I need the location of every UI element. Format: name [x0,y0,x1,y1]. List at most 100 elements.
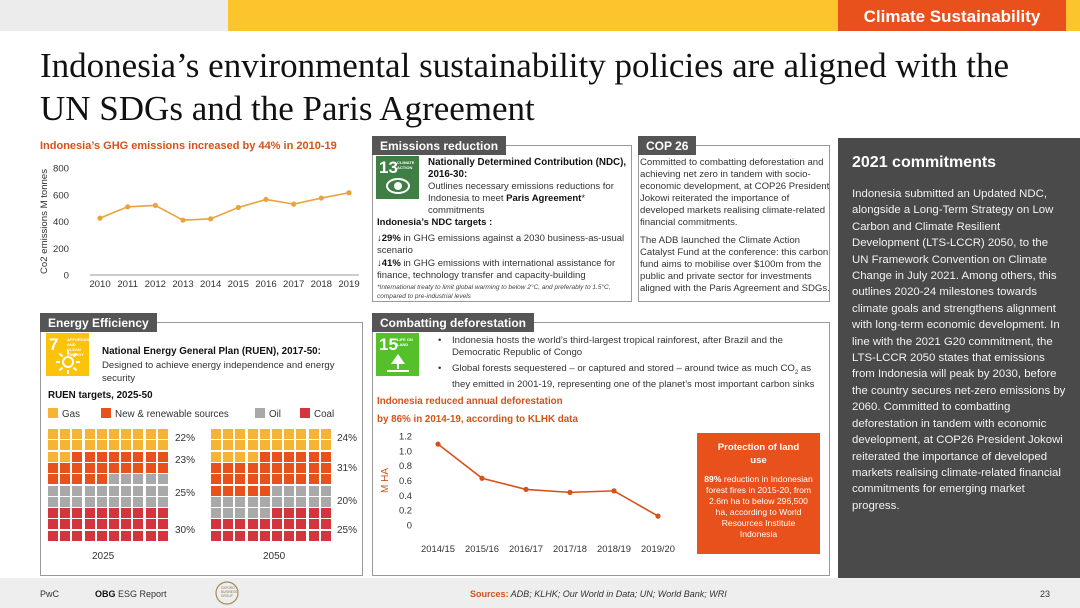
waffle-square [109,508,119,519]
sidebar-body: Indonesia submitted an Updated NDC, alon… [852,188,1066,512]
waffle-square [121,530,132,541]
energy-tag: Energy Efficiency [40,313,157,332]
waffle-square [296,474,307,485]
waffle-square [223,462,234,473]
waffle-square [259,474,270,485]
waffle-square [259,462,270,473]
x-tick-label: 2018 [311,279,332,290]
waffle-square [157,519,168,530]
y-tick-label: 200 [53,244,69,255]
y-tick-label: 0 [64,271,69,282]
footer-pwc: PwC [40,589,60,599]
waffle-square [259,496,270,507]
legend-label: Oil [269,409,281,420]
waffle-square [145,519,156,530]
waffle-square [72,462,83,473]
waffle-square [296,462,307,473]
sidebar-heading: 2021 commitments [852,154,997,171]
sdg-7-background [46,333,89,376]
legend-label: Gas [62,409,80,420]
waffle-square [121,496,132,507]
obg-logo-text: OXFORD BUSINESS GROUP [221,586,238,598]
data-point [263,196,269,203]
waffle-square [109,474,119,485]
waffle-square [145,474,156,485]
legend-swatch [255,408,265,418]
waffle-square [121,485,132,496]
waffle-square [211,519,221,530]
waffle-square [259,519,270,530]
waffle-square [296,508,307,519]
waffle-square [48,429,58,439]
ruen-block: National Energy General Plan (RUEN), 201… [102,345,352,385]
legend-item: Gas [48,408,80,420]
waffle-square [320,519,331,530]
ruen-title: National Energy General Plan (RUEN), 201… [102,346,321,357]
data-point [208,216,214,222]
ndc-desc-after: * commitments [428,193,586,216]
waffle-square [109,462,119,473]
legend-swatch [48,408,58,418]
waffle-square [121,451,132,462]
waffle-square [235,440,246,451]
tree-birds-icon [387,354,409,372]
ghg-chart-heading: Indonesia’s GHG emissions increased by 4… [40,140,337,152]
y-tick-label: 0.6 [399,475,412,486]
waffle-square [284,474,295,485]
waffle-square [272,440,282,451]
x-tick-label: 2016/17 [509,543,543,554]
waffle-square [72,496,83,507]
waffle-square [157,496,168,507]
sun-power-icon [56,350,80,374]
data-point [318,195,324,201]
data-point [235,204,241,211]
waffle-square [308,519,319,530]
waffle-square [72,440,83,451]
waffle-square [211,496,221,507]
waffle-square [308,530,319,541]
legend-swatch [101,408,111,418]
waffle-square [296,519,307,530]
x-tick-label: 2015/16 [465,543,499,554]
waffle-square [235,462,246,473]
waffle-square [157,451,168,462]
waffle-square [157,429,168,439]
waffle-square [259,508,270,519]
waffle-square [284,519,295,530]
deforestation-heading-line-2: by 86% in 2014-19, according to KLHK dat… [377,414,578,425]
waffle-square [223,508,234,519]
footer-report-label: ESG Report [115,589,167,599]
deforestation-chart-heading: Indonesia reduced annual deforestation b… [377,395,578,427]
waffle-square [96,508,107,519]
ndc-title: Nationally Determined Contribution (NDC)… [428,157,627,180]
ndc-targets-title: Indonesia’s NDC targets : [377,217,493,228]
waffle-square [96,451,107,462]
waffle-square [84,474,95,485]
waffle-square [223,440,234,451]
legend-label: Coal [314,409,335,420]
waffle-square [247,429,258,439]
waffle-square [72,508,83,519]
waffle-square [109,496,119,507]
waffle-square [60,474,71,485]
waffle-square [235,530,246,541]
waffle-square [296,496,307,507]
waffle-square [308,508,319,519]
x-tick-label: 2013 [172,279,193,290]
waffle-square [235,429,246,439]
waffle-square [211,440,221,451]
waffle-square [72,474,83,485]
waffle-square [121,519,132,530]
waffle-square [247,451,258,462]
waffle-square [259,440,270,451]
waffle-square [247,496,258,507]
footer: PwC OBG ESG Report OXFORD BUSINESS GROUP… [0,578,1080,608]
sdg-7-number: 7 [49,335,59,354]
data-point [523,486,529,492]
waffle-square [296,451,307,462]
waffle-square [109,485,119,496]
data-point [291,201,297,207]
y-tick-label: 0.8 [399,460,412,471]
y-tick-label: 1.0 [399,445,412,456]
waffle-square [121,508,132,519]
